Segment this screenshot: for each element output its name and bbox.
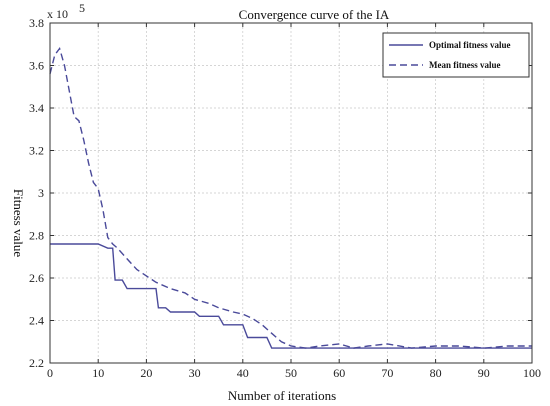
- optimal-fitness-line: [50, 243, 532, 349]
- legend-label-optimal: Optimal fitness value: [429, 40, 511, 50]
- x-tick-label: 10: [92, 366, 104, 380]
- y-tick-label: 2.4: [29, 314, 44, 328]
- exponent-label: x 10 5: [47, 1, 85, 21]
- series-layer: [49, 46, 532, 349]
- y-tick-label: 3.6: [29, 59, 44, 73]
- y-tick-label: 3: [38, 186, 44, 200]
- x-tick-label: 20: [140, 366, 152, 380]
- y-tick-label: 3.4: [29, 101, 44, 115]
- x-tick-label: 100: [523, 366, 541, 380]
- y-axis-label: Fitness value: [11, 189, 26, 257]
- x-tick-label: 0: [47, 366, 53, 380]
- x-tick-label: 50: [285, 366, 297, 380]
- exponent-base: x 10: [47, 7, 68, 21]
- axis-ticks: 0 10 20 30 40 50 60 70 80 90 100 2.2 2.4 2.6 2.8 3 3.2 3.…: [29, 16, 541, 380]
- x-tick-label: 90: [478, 366, 490, 380]
- y-tick-label: 3.8: [29, 16, 44, 30]
- x-tick-label: 40: [237, 366, 249, 380]
- plot-frame: [49, 22, 533, 364]
- y-tick-label: 2.2: [29, 356, 44, 370]
- legend: Optimal fitness value Mean fitness value: [382, 32, 530, 78]
- y-tick-label: 3.2: [29, 144, 44, 158]
- y-tick-label: 2.8: [29, 229, 44, 243]
- exponent-power: 5: [79, 1, 85, 15]
- x-tick-label: 30: [189, 366, 201, 380]
- x-tick-label: 70: [381, 366, 393, 380]
- legend-label-mean: Mean fitness value: [429, 60, 501, 70]
- x-axis-label: Number of iterations: [228, 388, 336, 403]
- legend-box: [382, 32, 530, 78]
- mean-fitness-line: [49, 46, 532, 349]
- x-tick-label: 60: [333, 366, 345, 380]
- x-tick-label: 80: [430, 366, 442, 380]
- chart-title: Convergence curve of the IA: [239, 7, 390, 22]
- y-tick-label: 2.6: [29, 271, 44, 285]
